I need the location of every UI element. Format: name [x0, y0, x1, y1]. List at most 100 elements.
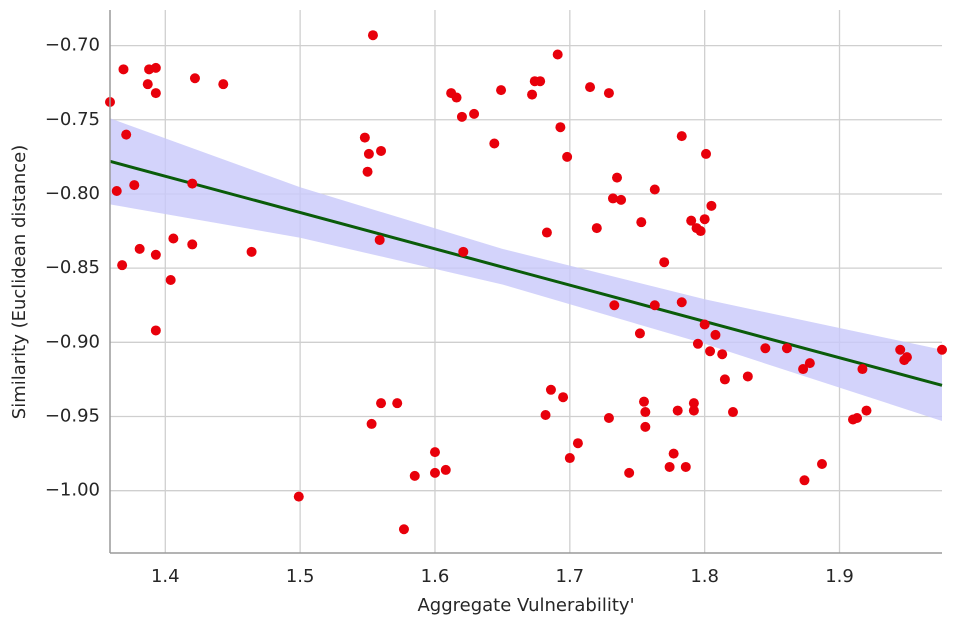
x-tick-label: 1.4 [151, 566, 180, 587]
point [727, 407, 738, 418]
point [640, 421, 651, 432]
point [555, 122, 566, 133]
point [701, 148, 712, 159]
point [456, 111, 467, 122]
x-tick-label: 1.7 [556, 566, 585, 587]
point [376, 145, 387, 156]
x-axis-label: Aggregate Vulnerability' [417, 595, 634, 616]
point [246, 246, 257, 257]
point [409, 470, 420, 481]
point [562, 151, 573, 162]
point [366, 418, 377, 429]
point [760, 343, 771, 354]
point [717, 349, 728, 360]
point [686, 215, 697, 226]
y-tick-label: −1.00 [45, 480, 100, 501]
point [168, 233, 179, 244]
point [640, 407, 651, 418]
point [451, 92, 462, 103]
y-tick-label: −0.70 [45, 35, 100, 56]
point [545, 384, 556, 395]
point [187, 178, 198, 189]
y-axis-label: Similarity (Euclidean distance) [9, 145, 30, 419]
point [535, 76, 546, 87]
point [609, 300, 620, 311]
point [572, 438, 583, 449]
point [699, 214, 710, 225]
point [742, 371, 753, 382]
point [699, 319, 710, 330]
point [852, 412, 863, 423]
point [150, 325, 161, 336]
point [150, 249, 161, 260]
regression-line [109, 159, 943, 387]
point [664, 461, 675, 472]
point [558, 392, 569, 403]
point [672, 405, 683, 416]
point [187, 239, 198, 250]
point [706, 200, 717, 211]
point [688, 405, 699, 416]
point [440, 464, 451, 475]
x-tick-label: 1.6 [421, 566, 450, 587]
point [895, 344, 906, 355]
point [603, 88, 614, 99]
point [359, 132, 370, 143]
point [634, 328, 645, 339]
point [710, 329, 721, 340]
point [659, 257, 670, 268]
point [293, 491, 304, 502]
point [692, 338, 703, 349]
y-tick-label: −0.85 [45, 257, 100, 278]
point [616, 194, 627, 205]
point [668, 448, 679, 459]
point [799, 475, 810, 486]
point [165, 275, 176, 286]
point [489, 138, 500, 149]
point [218, 79, 229, 90]
point [607, 193, 618, 204]
x-tick-label: 1.5 [286, 566, 315, 587]
point [688, 398, 699, 409]
point [189, 73, 200, 84]
point [816, 458, 827, 469]
point [649, 300, 660, 311]
point [638, 396, 649, 407]
point [937, 344, 947, 355]
point [676, 297, 687, 308]
point [781, 343, 792, 354]
point [636, 217, 647, 228]
point [117, 260, 128, 271]
point [150, 62, 161, 73]
point [552, 49, 563, 60]
point [362, 166, 373, 177]
y-tick-label: −0.80 [45, 183, 100, 204]
point [719, 374, 730, 385]
point [129, 180, 140, 191]
point [398, 524, 409, 535]
point [429, 467, 440, 478]
y-tick-label: −0.95 [45, 406, 100, 427]
confidence-band [110, 118, 942, 421]
point [676, 131, 687, 142]
point [695, 226, 706, 237]
point [612, 172, 623, 183]
y-tick-label: −0.90 [45, 331, 100, 352]
y-tick-label: −0.75 [45, 109, 100, 130]
point [374, 234, 385, 245]
point [496, 85, 507, 96]
point [680, 461, 691, 472]
point [540, 410, 551, 421]
point [111, 186, 122, 196]
point [142, 79, 153, 90]
point [376, 398, 387, 409]
point [134, 243, 145, 254]
point [527, 89, 538, 100]
point [585, 82, 596, 93]
point [804, 358, 815, 369]
point [899, 355, 910, 366]
point [469, 108, 480, 119]
point [150, 88, 161, 99]
point [861, 405, 872, 416]
